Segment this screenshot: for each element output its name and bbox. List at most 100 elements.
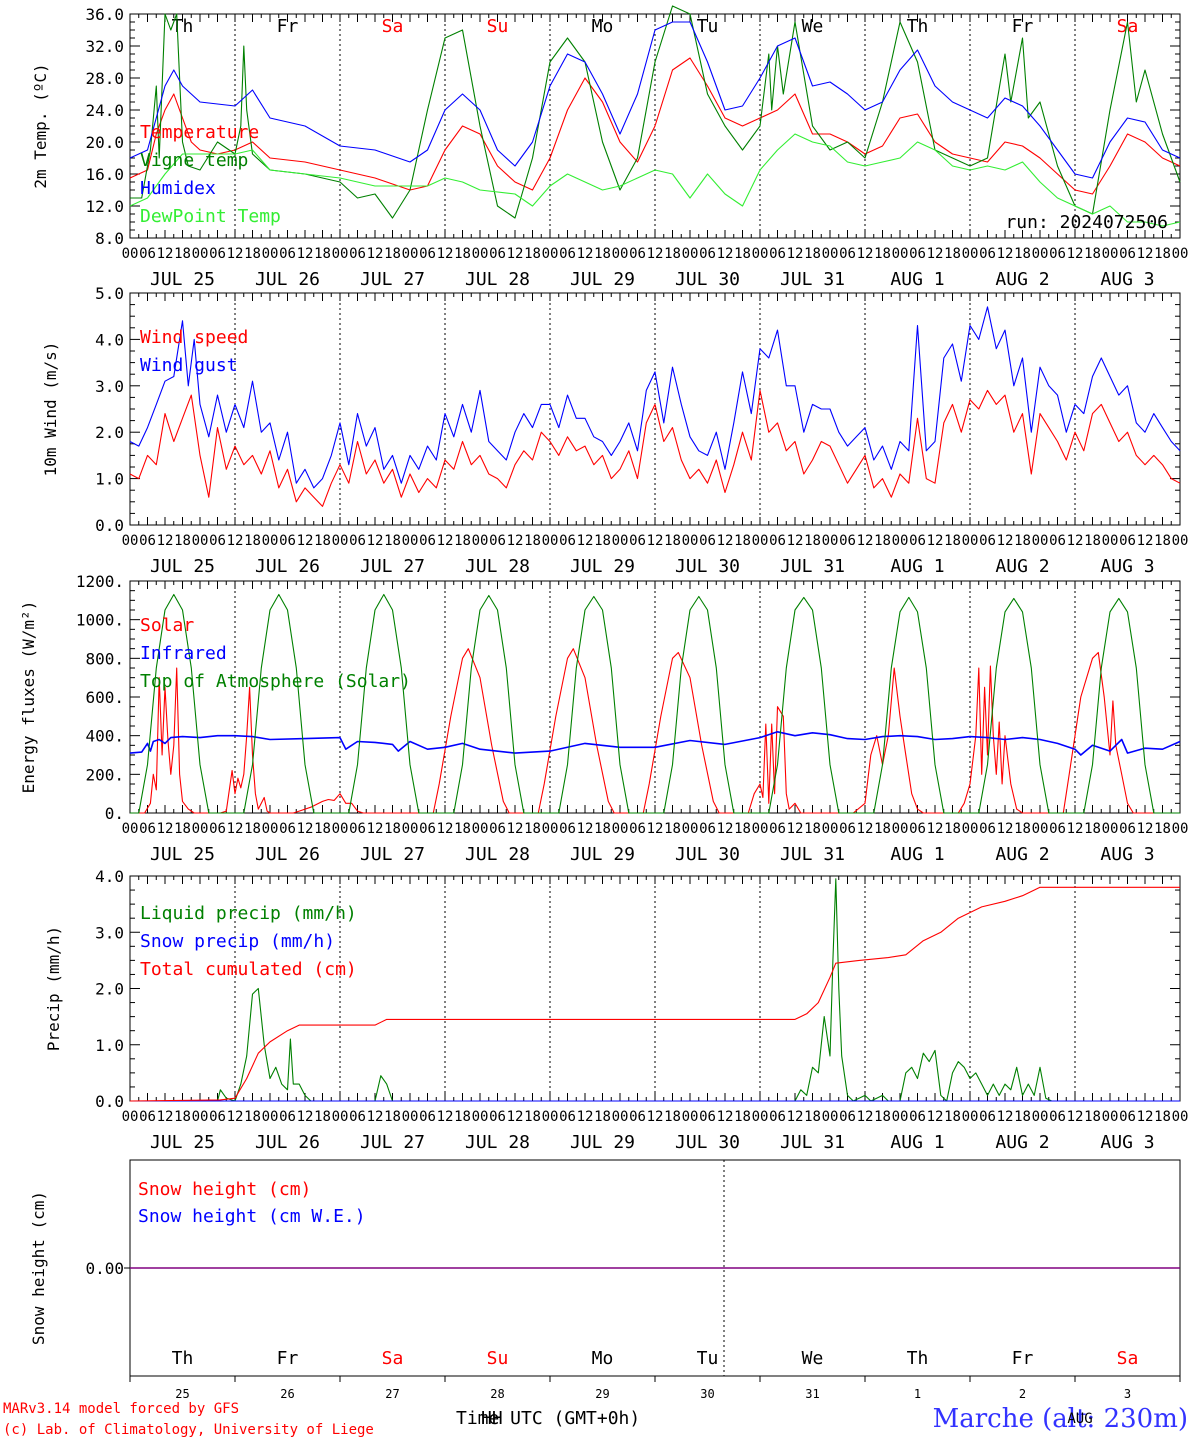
hour-tick-label: 06 <box>699 246 716 262</box>
legend-entry: Liquid precip (mm/h) <box>140 903 357 924</box>
hour-tick-label: 18 <box>1084 533 1101 549</box>
hour-tick-label: 06 <box>699 533 716 549</box>
hour-tick-label: 00 <box>122 533 139 549</box>
hour-tick-label: 12 <box>647 246 664 262</box>
date-label: AUG 1 <box>890 844 944 865</box>
hour-tick-label: 18 <box>524 533 541 549</box>
hour-tick-label: 06 <box>559 246 576 262</box>
panel-1: 8.0 12.0 16.0 20.0 24.0 28.0 32.0 36.0 2m Temp. … <box>31 5 1188 290</box>
hour-tick-label: 06 <box>1119 821 1136 837</box>
series-line-liquid-precip-mm-h <box>130 878 1180 1102</box>
hour-tick-label: 06 <box>349 1109 366 1125</box>
hour-tick-label: 00 <box>262 246 279 262</box>
y-tick-label: 4.0 <box>95 330 124 349</box>
date-label: JUL 30 <box>675 556 740 577</box>
day-number-label: 1 <box>914 1387 921 1401</box>
hour-tick-label: 06 <box>209 821 226 837</box>
hour-tick-label: 12 <box>157 246 174 262</box>
x-axis-title: Time UTC (GMT+0h) <box>456 1408 640 1429</box>
date-label: JUL 25 <box>150 1132 215 1153</box>
hour-tick-label: 06 <box>909 1109 926 1125</box>
y-tick-label: 1200. <box>76 572 124 591</box>
y-tick-label: 16.0 <box>85 165 124 184</box>
hour-tick-label: 06 <box>1049 533 1066 549</box>
hour-tick-label: 00 <box>262 533 279 549</box>
hour-tick-label: 00 <box>1172 821 1189 837</box>
date-label: JUL 26 <box>255 269 320 290</box>
hour-tick-label: 12 <box>787 1109 804 1125</box>
legend-entry: Humidex <box>140 178 216 199</box>
hour-tick-label: 06 <box>629 821 646 837</box>
date-label: AUG 2 <box>995 556 1049 577</box>
hour-tick-label: 12 <box>1067 1109 1084 1125</box>
hour-tick-label: 18 <box>244 1109 261 1125</box>
hour-tick-label: 06 <box>979 821 996 837</box>
hour-tick-label: 00 <box>752 1109 769 1125</box>
hour-tick-label: 12 <box>577 821 594 837</box>
hour-tick-label: 12 <box>647 1109 664 1125</box>
hour-tick-label: 06 <box>699 1109 716 1125</box>
hour-tick-label: 12 <box>227 246 244 262</box>
hour-tick-label: 12 <box>437 246 454 262</box>
y-tick-label: 12.0 <box>85 197 124 216</box>
hour-tick-label: 06 <box>629 246 646 262</box>
hour-tick-label: 12 <box>577 246 594 262</box>
hour-tick-label: 12 <box>997 533 1014 549</box>
hour-tick-label: 06 <box>279 1109 296 1125</box>
hour-tick-label: 12 <box>857 533 874 549</box>
hour-tick-label: 12 <box>507 821 524 837</box>
series-line-top-of-atmosphere-solar <box>130 593 1180 814</box>
date-label: JUL 31 <box>780 269 845 290</box>
hour-tick-label: 00 <box>1032 1109 1049 1125</box>
hour-tick-label: 06 <box>909 246 926 262</box>
legend-entry: Temperature <box>140 122 259 143</box>
hour-tick-label: 00 <box>542 821 559 837</box>
series-line-dewpoint-temp <box>129 133 1181 227</box>
weekday-label-bottom: Mo <box>592 1348 614 1369</box>
date-label: JUL 27 <box>360 1132 425 1153</box>
hour-tick-label: 00 <box>962 1109 979 1125</box>
date-label: JUL 28 <box>465 1132 530 1153</box>
hour-tick-label: 06 <box>909 821 926 837</box>
series-line-wind-speed <box>129 389 1181 507</box>
hour-tick-label: 12 <box>1067 821 1084 837</box>
hour-tick-label: 06 <box>209 246 226 262</box>
hour-tick-label: 18 <box>734 1109 751 1125</box>
weekday-label: Mo <box>592 16 614 37</box>
x-axis-hh: HH <box>481 1408 503 1429</box>
hour-tick-label: 18 <box>1014 246 1031 262</box>
day-number-label: 31 <box>805 1387 819 1401</box>
footer-lab: (c) Lab. of Climatology, University of L… <box>3 1422 374 1438</box>
hour-tick-label: 18 <box>1014 821 1031 837</box>
hour-tick-label: 00 <box>822 1109 839 1125</box>
date-label: AUG 3 <box>1100 269 1154 290</box>
hour-tick-label: 12 <box>927 533 944 549</box>
y-axis-label: 2m Temp. (ºC) <box>31 63 50 188</box>
legend-entry: Snow height (cm W.E.) <box>138 1206 366 1227</box>
hour-tick-label: 06 <box>629 533 646 549</box>
hour-tick-label: 00 <box>612 533 629 549</box>
hour-tick-label: 12 <box>1137 246 1154 262</box>
weekday-label-bottom: Fr <box>277 1348 299 1369</box>
weekday-label: Th <box>907 16 929 37</box>
hour-tick-label: 18 <box>664 533 681 549</box>
date-label: JUL 28 <box>465 556 530 577</box>
hour-tick-label: 12 <box>227 821 244 837</box>
hour-tick-label: 00 <box>892 533 909 549</box>
hour-tick-label: 06 <box>1049 246 1066 262</box>
hour-tick-label: 12 <box>787 821 804 837</box>
hour-tick-label: 00 <box>962 821 979 837</box>
hour-tick-label: 06 <box>1049 821 1066 837</box>
hour-tick-label: 12 <box>297 533 314 549</box>
hour-tick-label: 12 <box>507 1109 524 1125</box>
hour-tick-label: 00 <box>122 821 139 837</box>
hour-tick-label: 18 <box>804 533 821 549</box>
weekday-label-bottom: Fr <box>1012 1348 1034 1369</box>
hour-tick-label: 18 <box>804 246 821 262</box>
hour-tick-label: 12 <box>367 533 384 549</box>
hour-tick-label: 06 <box>489 246 506 262</box>
weekday-label-bottom: Tu <box>697 1348 719 1369</box>
hour-tick-label: 12 <box>857 821 874 837</box>
weekday-label: Sa <box>382 16 404 37</box>
